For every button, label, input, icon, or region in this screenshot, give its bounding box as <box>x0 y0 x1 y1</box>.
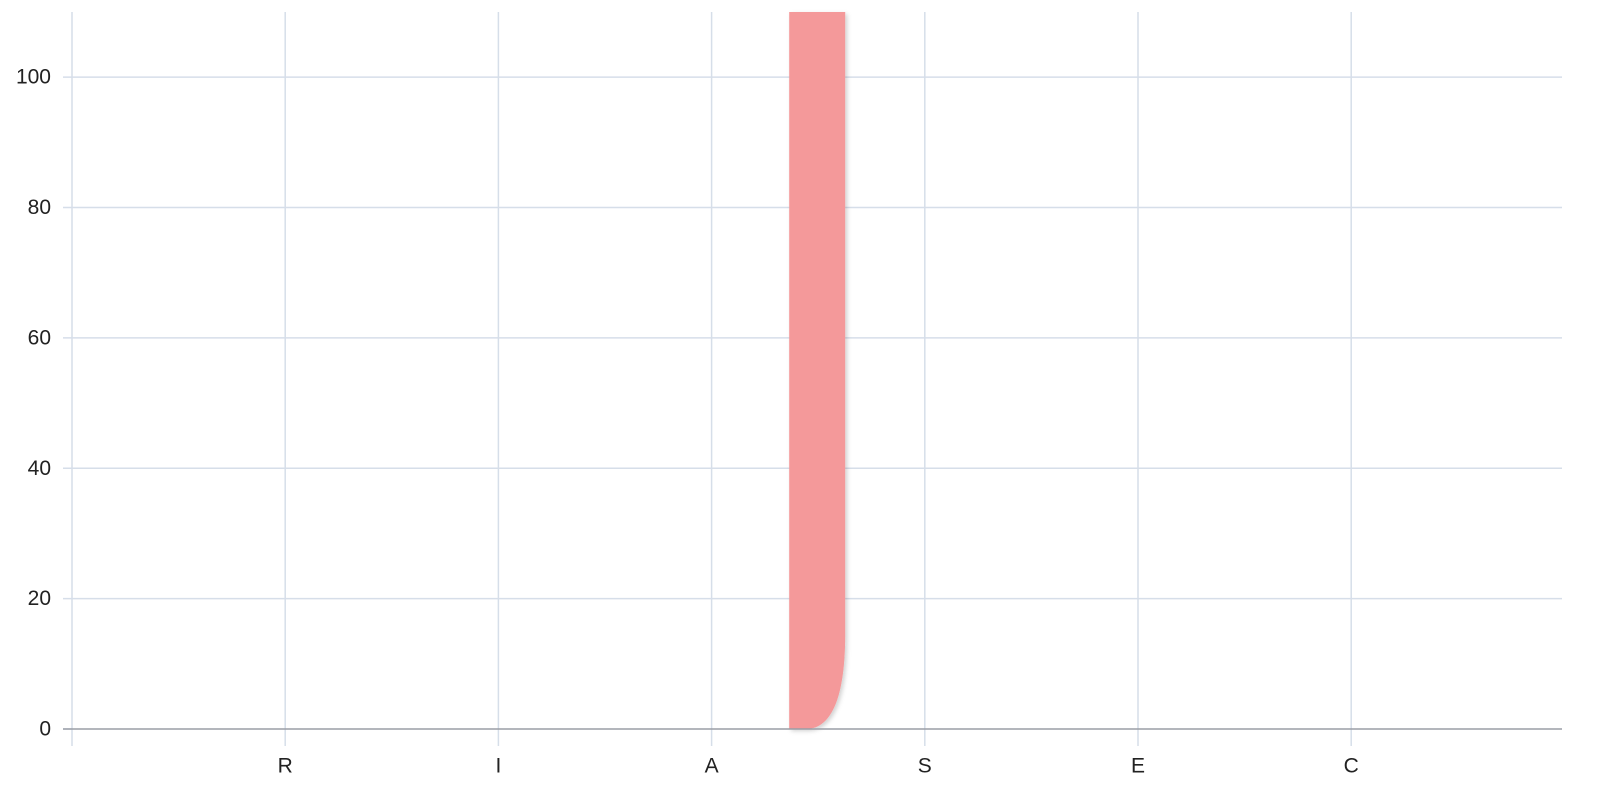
x-tick-label: R <box>278 755 293 778</box>
y-tick-label: 100 <box>16 66 51 89</box>
y-tick-label: 20 <box>28 587 51 610</box>
y-tick-label: 40 <box>28 457 51 480</box>
x-tick-label: S <box>918 755 932 778</box>
bars <box>789 12 846 729</box>
y-tick-label: 60 <box>28 326 51 349</box>
x-tick-label: A <box>705 755 719 778</box>
x-tick-label: E <box>1131 755 1145 778</box>
x-tick-label: I <box>495 755 501 778</box>
y-tick-labels: 0 20 40 60 80 100 <box>16 66 51 741</box>
y-tick-label: 0 <box>39 718 51 741</box>
bar <box>789 12 846 729</box>
x-tick-label: C <box>1344 755 1359 778</box>
y-tick-label: 80 <box>28 196 51 219</box>
